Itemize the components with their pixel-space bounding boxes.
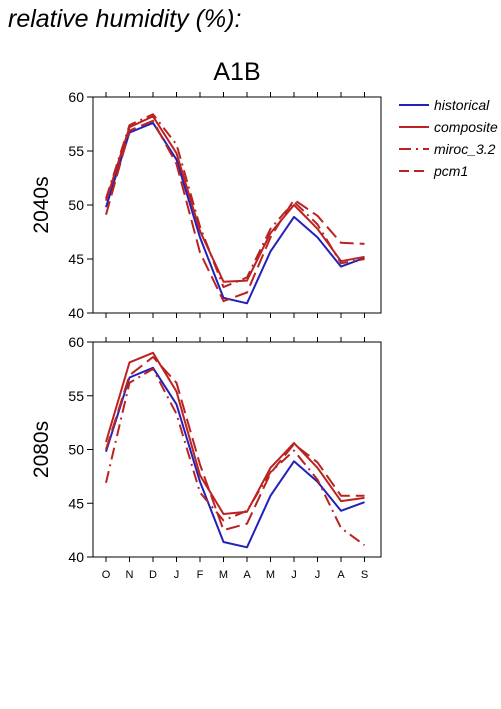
panel-2040s: 40 45 50 55 60 2040s (30, 89, 382, 321)
y-tick-label: 55 (68, 143, 84, 159)
x-tick-label: O (102, 569, 111, 581)
y-tick-label: 60 (68, 89, 84, 105)
x-tick-label: N (126, 569, 134, 581)
y-tick-label: 40 (68, 549, 84, 565)
y-tick-label: 50 (68, 442, 84, 458)
y-tick-label: 50 (68, 197, 84, 213)
series-line-pcm1 (105, 119, 365, 303)
x-tick-label: A (243, 569, 251, 581)
x-tick-label: J (315, 569, 321, 581)
series-line-historical (105, 121, 365, 305)
x-tick-label: S (361, 569, 368, 581)
legend-label: pcm1 (433, 163, 468, 179)
legend: historical composite miroc_3.2 pcm1 (399, 97, 498, 179)
series-line-composite (105, 115, 365, 283)
y-tick-label: 60 (68, 334, 84, 350)
y-axis-label: 2040s (30, 176, 53, 233)
x-tick-label: D (149, 569, 157, 581)
legend-label: historical (434, 97, 490, 113)
series-line-miroc-3-2 (105, 113, 365, 289)
legend-label: composite (434, 119, 498, 135)
scenario-title: A1B (213, 58, 260, 86)
x-tick-label: M (266, 569, 275, 581)
y-tick-label: 55 (68, 388, 84, 404)
x-tick-label: A (337, 569, 345, 581)
x-tick-label: J (291, 569, 297, 581)
page-heading: relative humidity (%): (8, 5, 241, 33)
x-tick-label: M (219, 569, 228, 581)
series-line-miroc-3-2 (105, 367, 366, 547)
series-line-composite (105, 351, 365, 515)
panel-2080s: 40 45 50 55 60 O N D J F M A M J J A S 2080s (30, 334, 382, 581)
x-tick-label: J (174, 569, 180, 581)
series-line-pcm1 (105, 356, 365, 532)
y-tick-label: 45 (68, 495, 84, 511)
y-tick-label: 40 (68, 305, 84, 321)
y-tick-label: 45 (68, 251, 84, 267)
y-axis-label: 2080s (30, 421, 53, 478)
x-tick-label: F (197, 569, 204, 581)
series-line-historical (105, 366, 365, 549)
legend-label: miroc_3.2 (434, 141, 496, 157)
